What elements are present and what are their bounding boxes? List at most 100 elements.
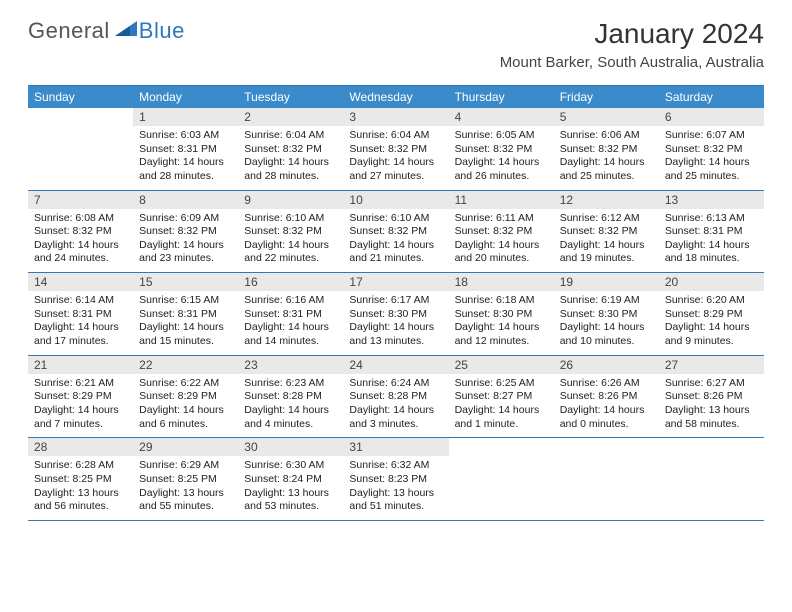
day-line-ss: Sunset: 8:32 PM bbox=[349, 225, 442, 239]
logo-triangle-icon bbox=[115, 18, 137, 41]
day-line-ss: Sunset: 8:32 PM bbox=[244, 143, 337, 157]
day-line-d1: Daylight: 14 hours bbox=[560, 239, 653, 253]
day-line-d2: and 10 minutes. bbox=[560, 335, 653, 349]
day-line-ss: Sunset: 8:26 PM bbox=[560, 390, 653, 404]
day-line-d1: Daylight: 14 hours bbox=[244, 239, 337, 253]
calendar-cell: 5Sunrise: 6:06 AMSunset: 8:32 PMDaylight… bbox=[554, 108, 659, 190]
day-body: Sunrise: 6:04 AMSunset: 8:32 PMDaylight:… bbox=[343, 126, 448, 190]
day-line-d2: and 18 minutes. bbox=[665, 252, 758, 266]
day-line-d2: and 14 minutes. bbox=[244, 335, 337, 349]
day-line-sr: Sunrise: 6:28 AM bbox=[34, 459, 127, 473]
day-body: Sunrise: 6:17 AMSunset: 8:30 PMDaylight:… bbox=[343, 291, 448, 355]
day-line-sr: Sunrise: 6:27 AM bbox=[665, 377, 758, 391]
day-body: Sunrise: 6:10 AMSunset: 8:32 PMDaylight:… bbox=[238, 209, 343, 273]
calendar-cell: 12Sunrise: 6:12 AMSunset: 8:32 PMDayligh… bbox=[554, 191, 659, 273]
day-line-sr: Sunrise: 6:19 AM bbox=[560, 294, 653, 308]
day-body: Sunrise: 6:21 AMSunset: 8:29 PMDaylight:… bbox=[28, 374, 133, 438]
day-line-ss: Sunset: 8:32 PM bbox=[349, 143, 442, 157]
day-line-d2: and 51 minutes. bbox=[349, 500, 442, 514]
day-line-d2: and 25 minutes. bbox=[560, 170, 653, 184]
weekday-header: Saturday bbox=[659, 86, 764, 108]
day-line-d2: and 56 minutes. bbox=[34, 500, 127, 514]
day-line-ss: Sunset: 8:31 PM bbox=[665, 225, 758, 239]
day-line-d1: Daylight: 14 hours bbox=[665, 156, 758, 170]
calendar-cell: 20Sunrise: 6:20 AMSunset: 8:29 PMDayligh… bbox=[659, 273, 764, 355]
calendar-week: 21Sunrise: 6:21 AMSunset: 8:29 PMDayligh… bbox=[28, 356, 764, 439]
day-line-ss: Sunset: 8:27 PM bbox=[455, 390, 548, 404]
calendar-cell: 10Sunrise: 6:10 AMSunset: 8:32 PMDayligh… bbox=[343, 191, 448, 273]
weekday-header: Wednesday bbox=[343, 86, 448, 108]
day-line-sr: Sunrise: 6:07 AM bbox=[665, 129, 758, 143]
day-line-d2: and 55 minutes. bbox=[139, 500, 232, 514]
day-line-ss: Sunset: 8:26 PM bbox=[665, 390, 758, 404]
day-line-d1: Daylight: 14 hours bbox=[349, 239, 442, 253]
day-number: 27 bbox=[659, 356, 764, 374]
day-line-d2: and 13 minutes. bbox=[349, 335, 442, 349]
day-number: 24 bbox=[343, 356, 448, 374]
day-line-ss: Sunset: 8:29 PM bbox=[139, 390, 232, 404]
day-line-sr: Sunrise: 6:06 AM bbox=[560, 129, 653, 143]
calendar-cell bbox=[554, 438, 659, 520]
day-body: Sunrise: 6:13 AMSunset: 8:31 PMDaylight:… bbox=[659, 209, 764, 273]
day-body: Sunrise: 6:14 AMSunset: 8:31 PMDaylight:… bbox=[28, 291, 133, 355]
day-number: 26 bbox=[554, 356, 659, 374]
day-line-d1: Daylight: 14 hours bbox=[349, 156, 442, 170]
day-body: Sunrise: 6:25 AMSunset: 8:27 PMDaylight:… bbox=[449, 374, 554, 438]
day-body: Sunrise: 6:20 AMSunset: 8:29 PMDaylight:… bbox=[659, 291, 764, 355]
day-line-sr: Sunrise: 6:05 AM bbox=[455, 129, 548, 143]
day-line-d1: Daylight: 14 hours bbox=[244, 404, 337, 418]
day-line-d2: and 17 minutes. bbox=[34, 335, 127, 349]
calendar-cell: 19Sunrise: 6:19 AMSunset: 8:30 PMDayligh… bbox=[554, 273, 659, 355]
day-number: 13 bbox=[659, 191, 764, 209]
day-number: 6 bbox=[659, 108, 764, 126]
day-line-sr: Sunrise: 6:23 AM bbox=[244, 377, 337, 391]
day-line-sr: Sunrise: 6:12 AM bbox=[560, 212, 653, 226]
month-title: January 2024 bbox=[500, 18, 764, 50]
day-line-d1: Daylight: 13 hours bbox=[349, 487, 442, 501]
day-number: 23 bbox=[238, 356, 343, 374]
day-line-sr: Sunrise: 6:32 AM bbox=[349, 459, 442, 473]
weekday-header: Sunday bbox=[28, 86, 133, 108]
day-line-sr: Sunrise: 6:16 AM bbox=[244, 294, 337, 308]
day-line-ss: Sunset: 8:30 PM bbox=[349, 308, 442, 322]
day-line-d2: and 26 minutes. bbox=[455, 170, 548, 184]
calendar-cell: 18Sunrise: 6:18 AMSunset: 8:30 PMDayligh… bbox=[449, 273, 554, 355]
logo-text-general: General bbox=[28, 18, 110, 44]
title-block: January 2024 Mount Barker, South Austral… bbox=[500, 18, 764, 71]
day-line-sr: Sunrise: 6:10 AM bbox=[349, 212, 442, 226]
weekday-header: Friday bbox=[554, 86, 659, 108]
calendar-cell: 29Sunrise: 6:29 AMSunset: 8:25 PMDayligh… bbox=[133, 438, 238, 520]
day-line-sr: Sunrise: 6:17 AM bbox=[349, 294, 442, 308]
day-body: Sunrise: 6:18 AMSunset: 8:30 PMDaylight:… bbox=[449, 291, 554, 355]
day-line-d1: Daylight: 13 hours bbox=[665, 404, 758, 418]
calendar-cell: 16Sunrise: 6:16 AMSunset: 8:31 PMDayligh… bbox=[238, 273, 343, 355]
calendar-week: 28Sunrise: 6:28 AMSunset: 8:25 PMDayligh… bbox=[28, 438, 764, 521]
day-number: 12 bbox=[554, 191, 659, 209]
weekday-header: Monday bbox=[133, 86, 238, 108]
day-line-d1: Daylight: 14 hours bbox=[244, 321, 337, 335]
day-line-ss: Sunset: 8:28 PM bbox=[244, 390, 337, 404]
day-line-d1: Daylight: 14 hours bbox=[560, 404, 653, 418]
calendar-week: 1Sunrise: 6:03 AMSunset: 8:31 PMDaylight… bbox=[28, 108, 764, 191]
day-line-ss: Sunset: 8:32 PM bbox=[244, 225, 337, 239]
day-line-d1: Daylight: 14 hours bbox=[349, 404, 442, 418]
calendar-cell: 24Sunrise: 6:24 AMSunset: 8:28 PMDayligh… bbox=[343, 356, 448, 438]
day-body: Sunrise: 6:24 AMSunset: 8:28 PMDaylight:… bbox=[343, 374, 448, 438]
day-body: Sunrise: 6:12 AMSunset: 8:32 PMDaylight:… bbox=[554, 209, 659, 273]
calendar-cell: 6Sunrise: 6:07 AMSunset: 8:32 PMDaylight… bbox=[659, 108, 764, 190]
calendar-week: 14Sunrise: 6:14 AMSunset: 8:31 PMDayligh… bbox=[28, 273, 764, 356]
day-line-d1: Daylight: 14 hours bbox=[34, 321, 127, 335]
day-line-sr: Sunrise: 6:25 AM bbox=[455, 377, 548, 391]
day-line-ss: Sunset: 8:25 PM bbox=[139, 473, 232, 487]
day-line-d2: and 20 minutes. bbox=[455, 252, 548, 266]
calendar-cell: 25Sunrise: 6:25 AMSunset: 8:27 PMDayligh… bbox=[449, 356, 554, 438]
day-line-ss: Sunset: 8:32 PM bbox=[560, 225, 653, 239]
day-line-d2: and 3 minutes. bbox=[349, 418, 442, 432]
day-body: Sunrise: 6:10 AMSunset: 8:32 PMDaylight:… bbox=[343, 209, 448, 273]
calendar-week: 7Sunrise: 6:08 AMSunset: 8:32 PMDaylight… bbox=[28, 191, 764, 274]
day-line-ss: Sunset: 8:30 PM bbox=[560, 308, 653, 322]
day-line-sr: Sunrise: 6:13 AM bbox=[665, 212, 758, 226]
day-line-d1: Daylight: 13 hours bbox=[34, 487, 127, 501]
day-line-sr: Sunrise: 6:08 AM bbox=[34, 212, 127, 226]
day-body: Sunrise: 6:04 AMSunset: 8:32 PMDaylight:… bbox=[238, 126, 343, 190]
